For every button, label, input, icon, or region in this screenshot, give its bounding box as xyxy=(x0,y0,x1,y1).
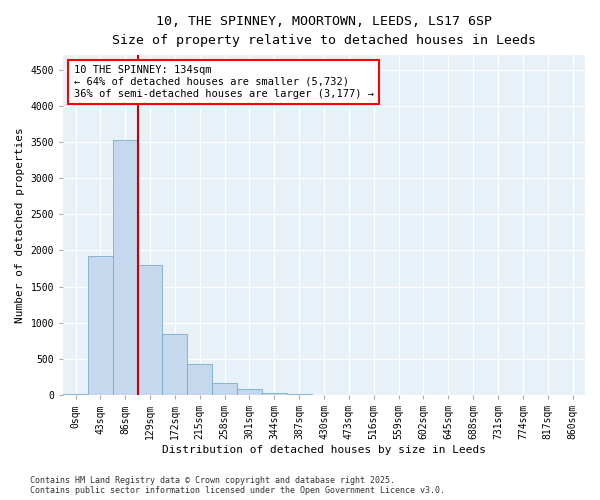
Bar xyxy=(88,256,113,395)
Bar xyxy=(187,364,212,395)
Bar xyxy=(137,265,163,395)
Bar xyxy=(262,392,287,395)
Bar xyxy=(212,383,237,395)
Text: 10 THE SPINNEY: 134sqm
← 64% of detached houses are smaller (5,732)
36% of semi-: 10 THE SPINNEY: 134sqm ← 64% of detached… xyxy=(74,66,374,98)
Y-axis label: Number of detached properties: Number of detached properties xyxy=(15,128,25,323)
Text: Contains HM Land Registry data © Crown copyright and database right 2025.
Contai: Contains HM Land Registry data © Crown c… xyxy=(30,476,445,495)
Bar xyxy=(287,394,311,395)
Bar xyxy=(311,394,337,395)
Bar xyxy=(237,390,262,395)
X-axis label: Distribution of detached houses by size in Leeds: Distribution of detached houses by size … xyxy=(162,445,486,455)
Bar xyxy=(163,334,187,395)
Title: 10, THE SPINNEY, MOORTOWN, LEEDS, LS17 6SP
Size of property relative to detached: 10, THE SPINNEY, MOORTOWN, LEEDS, LS17 6… xyxy=(112,15,536,47)
Bar xyxy=(63,394,88,395)
Bar xyxy=(113,140,137,395)
